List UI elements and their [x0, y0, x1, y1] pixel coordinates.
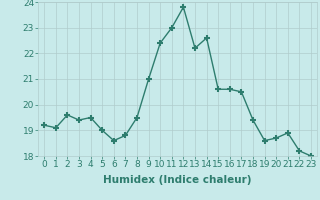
- X-axis label: Humidex (Indice chaleur): Humidex (Indice chaleur): [103, 175, 252, 185]
